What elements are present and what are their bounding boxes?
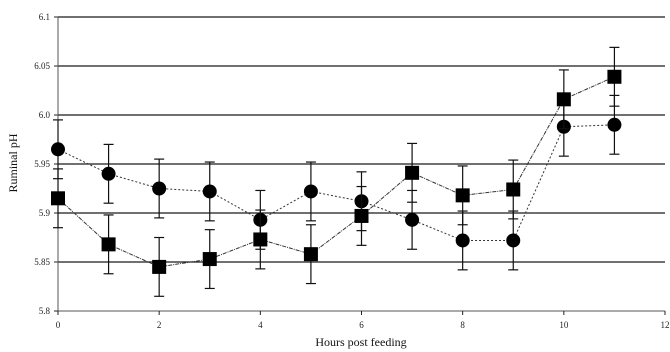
y-tick-label: 5.8 (39, 306, 51, 316)
data-point (303, 247, 318, 262)
data-point (101, 166, 116, 181)
data-point (51, 142, 65, 157)
data-point (405, 212, 420, 227)
y-tick-label: 6.0 (39, 110, 51, 120)
data-point (303, 184, 318, 199)
data-point (51, 191, 65, 206)
x-tick-label: 10 (559, 320, 569, 330)
data-point (202, 184, 217, 199)
data-point (253, 232, 268, 247)
y-axis-title: Ruminal pH (6, 133, 20, 192)
data-point (506, 233, 521, 248)
data-point (202, 252, 217, 267)
data-point (607, 69, 622, 84)
y-tick-label: 6.1 (39, 12, 50, 22)
series-layer (51, 46, 622, 297)
data-point (556, 92, 571, 107)
y-tick-labels: 5.8 5.85 5.9 5.95 6.0 6.05 6.1 (34, 12, 50, 316)
data-point (506, 182, 521, 197)
data-point (354, 208, 369, 223)
data-point (152, 181, 167, 196)
data-point (152, 259, 167, 274)
series-line (57, 76, 615, 268)
x-tick-labels: 0 2 4 6 8 10 12 (56, 320, 670, 330)
x-tick-label: 0 (56, 320, 61, 330)
x-tick-label: 4 (258, 320, 263, 330)
y-tick-label: 5.95 (34, 159, 50, 169)
data-point (405, 165, 420, 180)
series-line (57, 124, 615, 241)
x-tick-label: 2 (157, 320, 162, 330)
y-tick-label: 5.85 (34, 257, 50, 267)
y-tick-label: 6.05 (34, 61, 50, 71)
y-tick-label: 5.9 (39, 208, 51, 218)
data-point (455, 188, 470, 203)
x-tick-label: 8 (460, 320, 465, 330)
data-point (101, 237, 116, 252)
x-tick-label: 6 (359, 320, 364, 330)
data-point (607, 117, 622, 132)
data-point (455, 233, 470, 248)
axes (54, 16, 666, 315)
x-tick-label: 12 (661, 320, 670, 330)
x-axis-title: Hours post feeding (315, 335, 406, 349)
series-square (51, 46, 622, 297)
series-circle (51, 94, 622, 271)
